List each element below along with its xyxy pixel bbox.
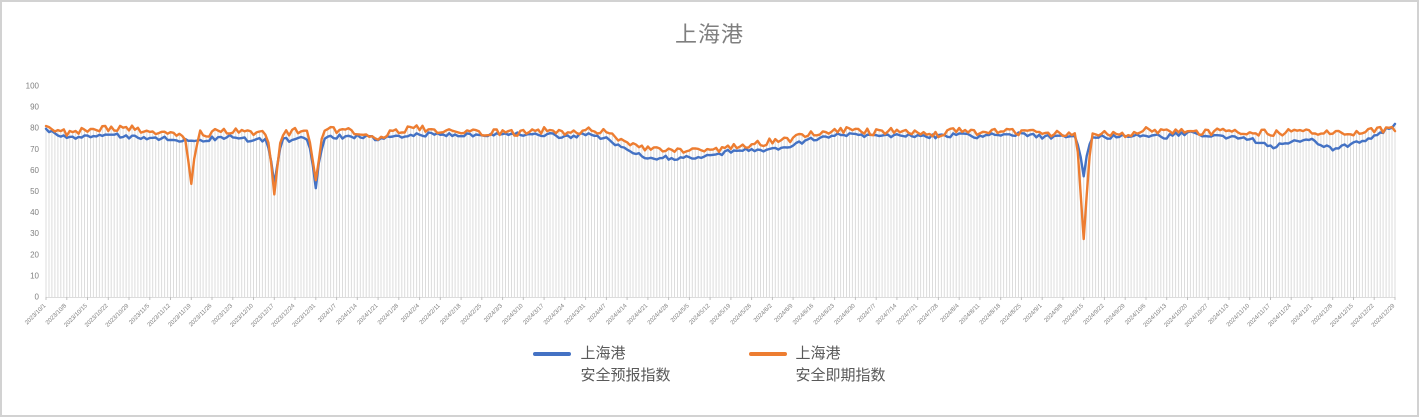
svg-text:2023/10/1: 2023/10/1 <box>24 303 48 327</box>
svg-text:30: 30 <box>30 229 39 238</box>
svg-text:2024/3/24: 2024/3/24 <box>543 303 567 327</box>
svg-text:2024/7/7: 2024/7/7 <box>857 303 878 324</box>
forecast-series-line-swatch <box>533 352 572 356</box>
svg-text:2024/7/14: 2024/7/14 <box>875 303 899 327</box>
svg-text:20: 20 <box>30 250 39 259</box>
svg-text:90: 90 <box>30 103 39 112</box>
legend-spot-name-line1: 上海港 <box>795 345 841 362</box>
svg-text:2024/5/12: 2024/5/12 <box>688 303 712 327</box>
svg-text:2024/2/4: 2024/2/4 <box>400 303 421 324</box>
svg-text:2024/2/25: 2024/2/25 <box>460 303 484 327</box>
legend-item-spot-index[interactable]: 上海港 安全即期指数 <box>748 343 886 387</box>
chart-legend: 上海港 安全预报指数 上海港 安全即期指数 <box>2 343 1417 387</box>
svg-text:2024/7/28: 2024/7/28 <box>917 303 941 327</box>
svg-text:2024/4/14: 2024/4/14 <box>605 303 629 327</box>
svg-text:0: 0 <box>35 293 40 302</box>
legend-forecast-name-line1: 上海港 <box>580 345 626 362</box>
svg-text:2024/12/29: 2024/12/29 <box>1371 303 1397 329</box>
svg-text:2024/3/10: 2024/3/10 <box>502 303 526 327</box>
spot-series-line-swatch <box>748 352 787 356</box>
svg-text:2024/6/30: 2024/6/30 <box>834 303 858 327</box>
svg-text:80: 80 <box>30 124 39 133</box>
svg-text:2024/8/25: 2024/8/25 <box>1000 303 1024 327</box>
svg-text:70: 70 <box>30 145 39 154</box>
svg-text:2024/1/7: 2024/1/7 <box>317 303 338 324</box>
svg-text:2024/6/9: 2024/6/9 <box>774 303 795 324</box>
svg-text:2024/6/23: 2024/6/23 <box>813 303 837 327</box>
svg-text:2024/9/22: 2024/9/22 <box>1083 303 1107 327</box>
legend-forecast-name-line2: 安全预报指数 <box>580 366 671 384</box>
svg-text:40: 40 <box>30 208 39 217</box>
svg-text:2024/4/7: 2024/4/7 <box>587 303 608 324</box>
svg-text:2024/5/26: 2024/5/26 <box>730 303 754 327</box>
svg-text:2024/9/29: 2024/9/29 <box>1103 303 1127 327</box>
svg-text:2024/5/5: 2024/5/5 <box>670 303 691 324</box>
svg-text:2024/3/3: 2024/3/3 <box>483 303 504 324</box>
svg-text:10: 10 <box>30 271 39 280</box>
svg-text:2024/11/24: 2024/11/24 <box>1267 303 1293 329</box>
svg-text:2024/1/14: 2024/1/14 <box>336 303 360 327</box>
svg-text:100: 100 <box>26 82 40 91</box>
svg-text:2024/6/2: 2024/6/2 <box>753 303 774 324</box>
svg-text:2023/12/31: 2023/12/31 <box>292 303 318 329</box>
svg-text:60: 60 <box>30 166 39 175</box>
svg-text:2024/9/8: 2024/9/8 <box>1044 303 1065 324</box>
svg-text:2024/3/31: 2024/3/31 <box>564 303 588 327</box>
svg-text:2024/8/4: 2024/8/4 <box>940 303 961 324</box>
svg-text:2024/4/28: 2024/4/28 <box>647 303 671 327</box>
svg-text:2023/11/26: 2023/11/26 <box>188 303 214 329</box>
svg-text:50: 50 <box>30 187 39 196</box>
legend-item-forecast-index[interactable]: 上海港 安全预报指数 <box>533 343 671 387</box>
svg-text:2024/1/28: 2024/1/28 <box>377 303 401 327</box>
legend-spot-name-line2: 安全即期指数 <box>795 366 886 384</box>
svg-text:2024/9/1: 2024/9/1 <box>1023 303 1044 324</box>
chart-title: 上海港 <box>674 22 744 47</box>
